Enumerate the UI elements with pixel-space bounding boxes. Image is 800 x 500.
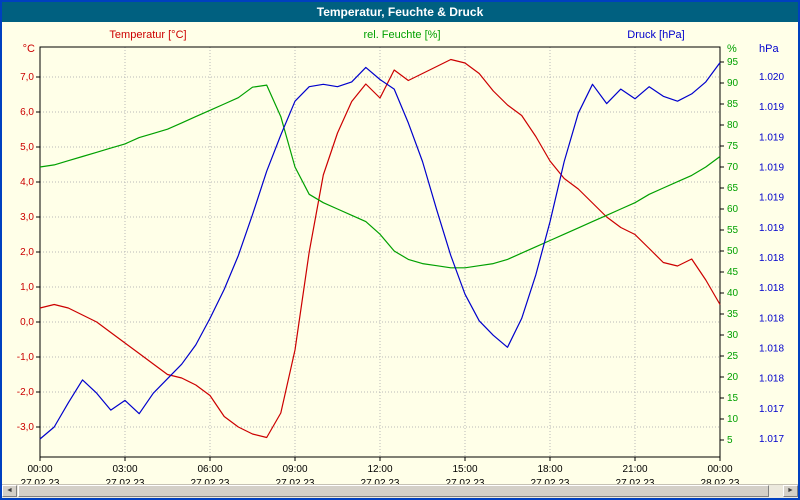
horizontal-scrollbar[interactable]: ◄ ► bbox=[2, 484, 798, 498]
pressure-tick-label: 1.017 bbox=[759, 434, 784, 445]
pressure-tick-label: 1.018 bbox=[759, 344, 784, 355]
pressure-tick-label: 1.017 bbox=[759, 404, 784, 415]
window-title: Temperatur, Feuchte & Druck bbox=[316, 5, 484, 19]
date-label: 27.02.23 bbox=[361, 478, 400, 489]
date-label: 27.02.23 bbox=[446, 478, 485, 489]
time-tick-label: 15:00 bbox=[452, 464, 477, 475]
time-tick-label: 00:00 bbox=[707, 464, 732, 475]
humidity-tick-label: 20 bbox=[727, 372, 739, 383]
temp-tick-label: 1,0 bbox=[20, 282, 34, 293]
humidity-tick-label: 85 bbox=[727, 99, 739, 110]
temp-tick-label: 4,0 bbox=[20, 177, 34, 188]
humidity-tick-label: 65 bbox=[727, 183, 739, 194]
time-tick-label: 03:00 bbox=[112, 464, 137, 475]
temp-tick-label: 5,0 bbox=[20, 142, 34, 153]
humidity-axis-unit: % bbox=[727, 43, 737, 55]
series-line-humidity bbox=[39, 84, 721, 269]
pressure-tick-label: 1.020 bbox=[759, 72, 784, 83]
scroll-right-button[interactable]: ► bbox=[783, 485, 798, 497]
pressure-tick-label: 1.018 bbox=[759, 374, 784, 385]
temp-tick-label: -3,0 bbox=[17, 422, 35, 433]
humidity-tick-label: 15 bbox=[727, 393, 739, 404]
pressure-series-label: Druck [hPa] bbox=[627, 29, 684, 41]
pressure-tick-label: 1.018 bbox=[759, 283, 784, 294]
date-label: 27.02.23 bbox=[191, 478, 230, 489]
humidity-tick-label: 30 bbox=[727, 330, 739, 341]
pressure-tick-label: 1.019 bbox=[759, 102, 784, 113]
time-tick-label: 12:00 bbox=[367, 464, 392, 475]
time-tick-label: 18:00 bbox=[537, 464, 562, 475]
pressure-axis-unit: hPa bbox=[759, 43, 779, 55]
date-label: 27.02.23 bbox=[106, 478, 145, 489]
temp-series-label: Temperatur [°C] bbox=[109, 29, 186, 41]
humidity-tick-label: 80 bbox=[727, 120, 739, 131]
date-label: 27.02.23 bbox=[21, 478, 60, 489]
humidity-tick-label: 25 bbox=[727, 351, 739, 362]
time-tick-label: 00:00 bbox=[27, 464, 52, 475]
date-label: 27.02.23 bbox=[616, 478, 655, 489]
humidity-tick-label: 95 bbox=[727, 57, 739, 68]
pressure-tick-label: 1.018 bbox=[759, 253, 784, 264]
temp-tick-label: -2,0 bbox=[17, 387, 35, 398]
temp-tick-label: -1,0 bbox=[17, 352, 35, 363]
plot-area: 7,0 6,0 5,0 4,0 3,0 2,0 1,0 0,0 -1,0 -2,0 -3,0 95 90… bbox=[17, 46, 784, 489]
temp-tick-label: 2,0 bbox=[20, 247, 34, 258]
time-tick-label: 06:00 bbox=[197, 464, 222, 475]
pressure-tick-label: 1.019 bbox=[759, 223, 784, 234]
humidity-tick-label: 55 bbox=[727, 225, 739, 236]
humidity-tick-label: 5 bbox=[727, 435, 733, 446]
pressure-tick-label: 1.019 bbox=[759, 193, 784, 204]
temp-tick-label: 7,0 bbox=[20, 72, 34, 83]
time-tick-label: 21:00 bbox=[622, 464, 647, 475]
scroll-right-icon: ► bbox=[787, 487, 794, 494]
window-titlebar[interactable]: Temperatur, Feuchte & Druck bbox=[2, 2, 798, 22]
humidity-tick-label: 60 bbox=[727, 204, 739, 215]
time-tick-label: 09:00 bbox=[282, 464, 307, 475]
humidity-tick-label: 10 bbox=[727, 414, 739, 425]
series-line-pressure bbox=[39, 62, 721, 440]
humidity-tick-label: 50 bbox=[727, 246, 739, 257]
humidity-tick-label: 70 bbox=[727, 162, 739, 173]
humidity-tick-label: 90 bbox=[727, 78, 739, 89]
pressure-tick-label: 1.019 bbox=[759, 132, 784, 143]
scrollbar-track[interactable] bbox=[17, 485, 783, 498]
scroll-left-button[interactable]: ◄ bbox=[2, 485, 17, 497]
temp-tick-label: 0,0 bbox=[20, 317, 34, 328]
pressure-tick-label: 1.019 bbox=[759, 163, 784, 174]
temp-tick-label: 6,0 bbox=[20, 107, 34, 118]
temp-tick-label: 3,0 bbox=[20, 212, 34, 223]
pressure-tick-label: 1.018 bbox=[759, 313, 784, 324]
date-label: 28.02.23 bbox=[701, 478, 740, 489]
humidity-tick-label: 75 bbox=[727, 141, 739, 152]
scrollbar-thumb[interactable] bbox=[18, 485, 769, 497]
humidity-series-label: rel. Feuchte [%] bbox=[363, 29, 440, 41]
humidity-tick-label: 35 bbox=[727, 309, 739, 320]
date-label: 27.02.23 bbox=[531, 478, 570, 489]
series-line-temp bbox=[39, 58, 721, 439]
scroll-left-icon: ◄ bbox=[6, 487, 13, 494]
humidity-tick-label: 45 bbox=[727, 267, 739, 278]
date-label: 27.02.23 bbox=[276, 478, 315, 489]
temp-axis-unit: °C bbox=[23, 43, 35, 55]
humidity-tick-label: 40 bbox=[727, 288, 739, 299]
